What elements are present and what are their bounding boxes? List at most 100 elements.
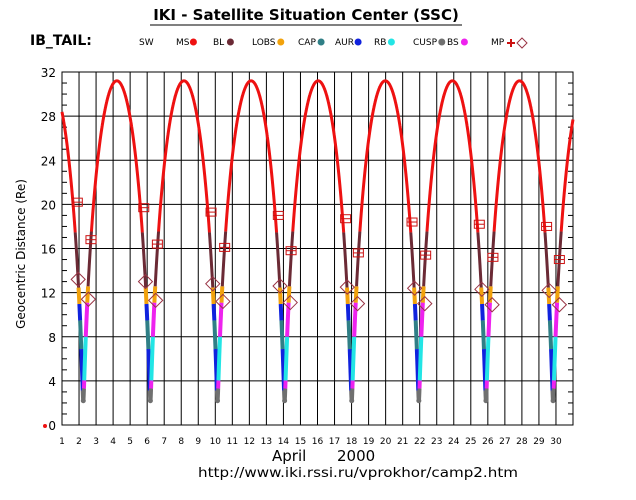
- perigee-point: [416, 398, 422, 404]
- x-tick-label: 2: [76, 437, 82, 447]
- y-tick-label: 32: [41, 66, 56, 80]
- legend-swatch: [387, 38, 395, 46]
- orbit-segment-bs: [486, 302, 492, 338]
- orbit-segment-lobs: [353, 285, 359, 304]
- legend-swatch: [226, 38, 234, 46]
- legend: SW MS BL LOBS CAP AUR RB CUSP BS MP: [139, 37, 528, 49]
- x-tick-label: 30: [550, 437, 562, 447]
- orbit-segment-bl: [287, 230, 295, 287]
- x-tick-label: 23: [431, 437, 442, 447]
- orbit-segment-lobs: [219, 285, 225, 304]
- x-tick-label: 26: [482, 437, 494, 447]
- orbit-segment-bl: [422, 230, 429, 287]
- orbit-segment-rb: [417, 336, 424, 381]
- y-tick-label: 28: [41, 110, 56, 124]
- x-tick-label: 3: [93, 437, 99, 447]
- orbit-segment-bl: [73, 231, 81, 288]
- magnetopause-crossing: [272, 278, 288, 294]
- orbit-segment-bl: [556, 230, 563, 287]
- orbit-segment-cap: [480, 319, 486, 350]
- perigee-point: [349, 398, 355, 404]
- x-tick-label: 17: [329, 437, 340, 447]
- magnetopause-crossing: [137, 273, 154, 290]
- orbit-segment-rb: [149, 336, 155, 381]
- legend-label: BS: [447, 38, 459, 48]
- orbit-segment-lobs: [85, 285, 91, 304]
- origin-dot: [43, 424, 47, 428]
- legend-label: MP: [491, 38, 505, 48]
- orbit-segment-ms: [157, 79, 211, 233]
- orbit-segment-bl: [220, 230, 228, 287]
- orbit-segment-aur: [547, 303, 552, 321]
- orbit-segment-rb: [350, 336, 357, 381]
- orbit-series: [43, 79, 575, 428]
- x-tick-label: 19: [363, 437, 375, 447]
- orbit-segment-aur: [480, 303, 485, 321]
- orbit-segment-aur: [144, 303, 150, 321]
- orbit-segment-ms: [89, 79, 144, 233]
- x-tick-label: 6: [144, 437, 150, 447]
- orbit-segment-rb: [283, 336, 290, 381]
- orbit-segment-aur: [211, 303, 217, 321]
- orbit-segment-aur: [77, 303, 83, 321]
- magnetopause-crossing: [147, 292, 164, 309]
- orbit-segment-bs: [352, 302, 358, 338]
- legend-label: BL: [213, 38, 224, 48]
- legend-swatch: [189, 38, 197, 46]
- orbit-segment-cap: [413, 319, 419, 350]
- legend-swatch: [460, 38, 468, 46]
- x-tick-label: 21: [397, 437, 408, 447]
- orbit-segment-lobs: [286, 285, 292, 304]
- x-axis: 1 2 3 4 5 6 7 8 9 10 11 12 13 14 15 16 17 18 19 20 21 22 23 24 2…: [59, 437, 562, 447]
- orbit-segment-bl: [476, 231, 483, 288]
- x-tick-label: 12: [244, 437, 255, 447]
- orbit-segment-cap: [346, 319, 352, 350]
- x-tick-label: 15: [295, 437, 306, 447]
- magnetopause-crossing: [484, 297, 500, 313]
- orbit-segment-lobs: [277, 286, 283, 305]
- x-tick-label: 29: [533, 437, 545, 447]
- perigee-point: [215, 398, 221, 404]
- x-tick-label: 8: [178, 437, 184, 447]
- y-tick-label: 20: [41, 198, 56, 212]
- x-tick-label: 11: [227, 437, 238, 447]
- orbit-segment-rb: [484, 336, 491, 381]
- orbit-segment-ms: [492, 79, 547, 233]
- year-label: 2000: [337, 447, 375, 465]
- orbit-segment-bl: [409, 231, 416, 288]
- orbit-segment-bl: [140, 231, 148, 288]
- y-tick-label: 12: [41, 287, 56, 301]
- orbit-segment-cap: [279, 319, 285, 350]
- perigee-point: [282, 398, 288, 404]
- legend-label: CUSP: [413, 38, 438, 48]
- magnetopause-crossing: [541, 282, 557, 299]
- magnetopause-crossing: [339, 279, 356, 295]
- x-tick-label: 16: [312, 437, 324, 447]
- magnetopause-crossing: [551, 297, 568, 313]
- magnetopause-crossing: [406, 280, 423, 296]
- y-tick-label: 4: [48, 375, 56, 389]
- orbit-segment-ms: [559, 118, 575, 232]
- orbit-segment-bs: [553, 302, 560, 338]
- orbit-segment-lobs: [143, 286, 149, 305]
- chart-title: IKI - Satellite Situation Center (SSC): [153, 6, 459, 24]
- x-tick-label: 10: [210, 437, 222, 447]
- y-tick-label: 8: [48, 331, 56, 345]
- orbit-segment-ms: [60, 110, 77, 233]
- orbit-segment-bl: [275, 231, 282, 288]
- legend-label: SW: [139, 38, 154, 48]
- legend-label: CAP: [298, 38, 316, 48]
- legend-label: AUR: [335, 38, 354, 48]
- x-tick-label: 1: [59, 437, 65, 447]
- perigee-point: [550, 398, 556, 404]
- orbit-segment-aur: [278, 303, 284, 321]
- y-tick-label: 0: [48, 419, 56, 433]
- legend-swatch: [354, 38, 362, 46]
- crossing-markers: [70, 197, 568, 313]
- x-tick-label: 9: [195, 437, 201, 447]
- satellite-label: IB_TAIL:: [30, 33, 92, 49]
- orbit-segment-bs: [83, 302, 90, 338]
- magnetopause-crossing: [80, 291, 97, 307]
- source-url: http://www.iki.rssi.ru/vprokhor/camp2.ht…: [198, 466, 518, 481]
